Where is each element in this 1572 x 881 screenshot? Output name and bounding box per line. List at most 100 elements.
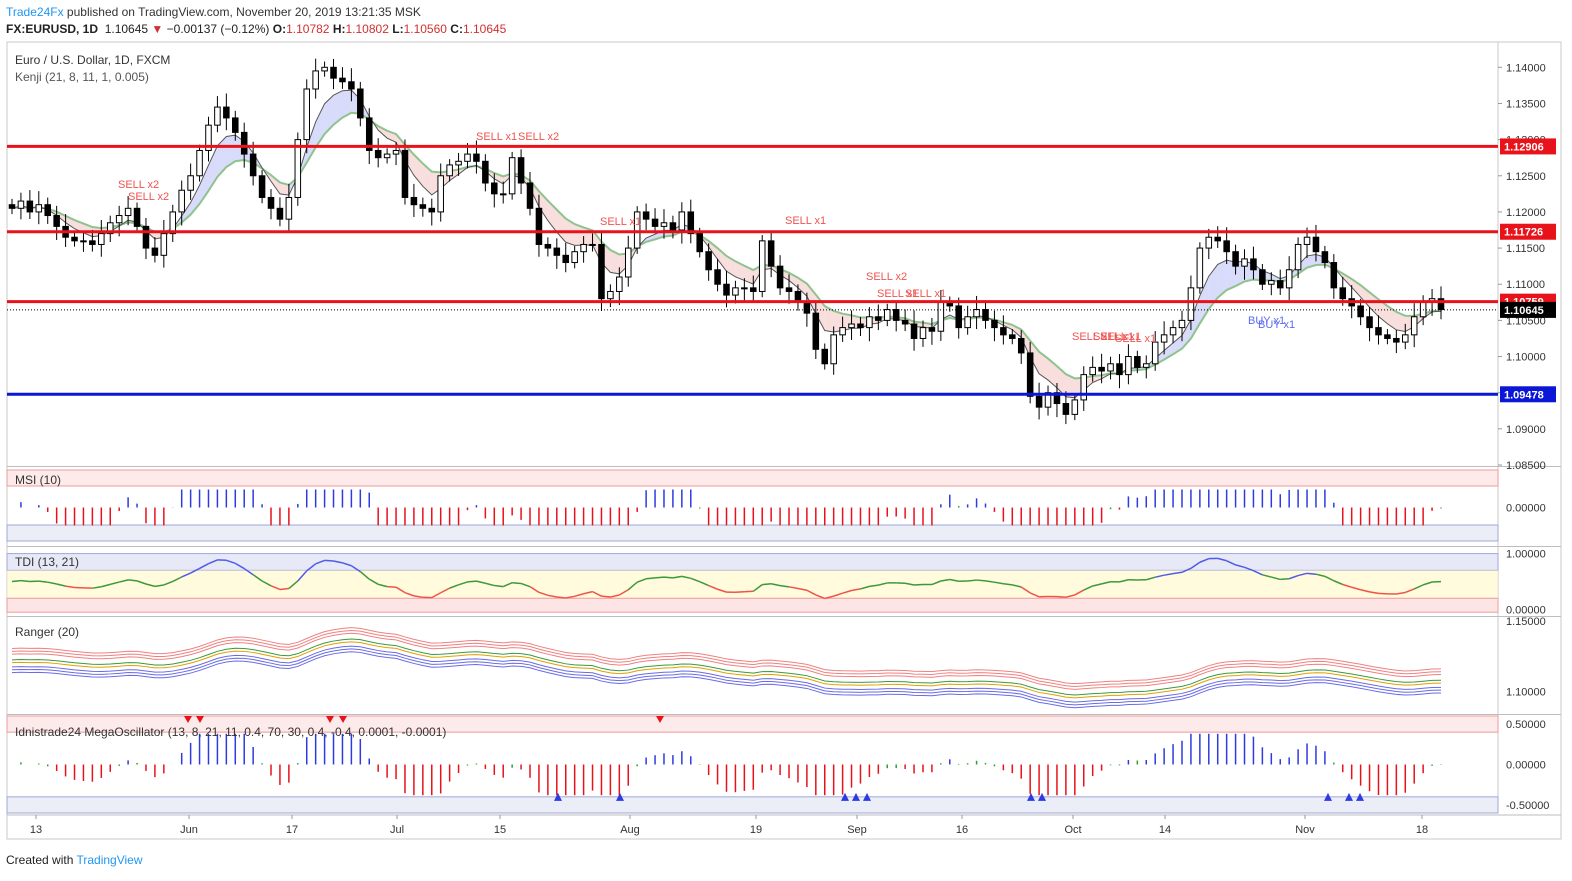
symbol-label: FX:EURUSD, 1D [6, 22, 99, 36]
candle [750, 275, 757, 302]
sell-signal-label: SELL x2 [118, 179, 159, 191]
candle-body [1402, 334, 1409, 343]
kenji-fill [833, 310, 843, 332]
x-tick-label: Nov [1295, 824, 1315, 836]
kenji-fill [574, 224, 584, 246]
tdi-line [1271, 576, 1281, 581]
candle-body [964, 316, 971, 329]
candle [106, 215, 114, 243]
kenji-fill [744, 265, 754, 285]
candle-body [115, 215, 123, 224]
tdi-line [1065, 594, 1076, 598]
candle-body [98, 233, 105, 245]
candle-body [669, 222, 677, 231]
candle-body [53, 215, 60, 227]
buy-triangle-icon [1038, 792, 1046, 801]
author-link[interactable]: Trade24Fx [6, 5, 64, 19]
candle-body [26, 200, 34, 213]
kenji-fill [1387, 305, 1397, 330]
tdi-line [163, 580, 174, 586]
pane-title: TDI (13, 21) [15, 555, 79, 569]
candle-body [1223, 240, 1230, 253]
candle-body [1026, 352, 1034, 397]
candle-body [1035, 395, 1043, 408]
candle [1035, 382, 1043, 420]
candle-body [348, 81, 355, 90]
candle-body [321, 66, 328, 72]
tdi-line [646, 577, 656, 580]
tdi-line [994, 581, 1004, 585]
x-tick-label: 17 [286, 824, 298, 836]
kenji-fill [1208, 264, 1218, 310]
candle [437, 163, 444, 222]
tdi-line [1324, 575, 1335, 582]
candle-body [169, 211, 177, 235]
high-label: H: [332, 22, 346, 36]
kenji-fill [824, 306, 834, 332]
candle-body [205, 124, 212, 151]
candle [142, 217, 150, 260]
candle-body [455, 160, 462, 166]
tdi-line [636, 578, 647, 583]
candle-body [35, 204, 43, 213]
kenji-fill [1021, 329, 1031, 358]
tdi-line [538, 591, 549, 597]
candle-body [401, 149, 409, 198]
candle [196, 144, 203, 182]
sell-signal-label: SELL x1 [877, 288, 918, 300]
candle-body [383, 153, 391, 159]
candle-body [1044, 392, 1052, 408]
candle [491, 173, 498, 208]
tdi-line [252, 574, 263, 582]
y-tick-label: 1.10500 [1506, 315, 1546, 327]
tdi-line [967, 579, 977, 582]
ranger-band [11, 627, 1442, 685]
candle-body [1089, 366, 1096, 376]
candle-body [303, 88, 310, 141]
candle [1143, 355, 1150, 379]
candle [589, 233, 596, 252]
candle-body [1393, 337, 1400, 343]
level-price-tag [1500, 138, 1556, 155]
buy-triangle-icon [1356, 792, 1364, 801]
close-label: C: [450, 22, 463, 36]
buy-triangle-icon [1324, 792, 1332, 801]
candle-body [973, 309, 980, 318]
sell-signal-label: SELL x2 [128, 191, 169, 203]
x-tick-label: 19 [750, 824, 762, 836]
candle-body [598, 243, 605, 300]
candle-body [1178, 319, 1186, 329]
tdi-line [681, 575, 691, 580]
candle [160, 220, 168, 268]
candle-body [473, 153, 480, 162]
candle [1196, 242, 1204, 294]
candle-body [196, 149, 203, 177]
tradingview-logo[interactable]: TradingView [76, 853, 143, 867]
ranger-band [11, 648, 1442, 706]
mo-lower-zone [6, 796, 1499, 814]
tdi-line [878, 582, 888, 586]
ranger-band [11, 638, 1442, 696]
candle-body [1241, 258, 1248, 267]
candle [982, 302, 989, 329]
kenji-fill [735, 261, 745, 281]
candle-body [1062, 403, 1070, 415]
candle [1232, 244, 1239, 275]
candle-body [8, 204, 16, 209]
sell-triangle-icon [196, 716, 204, 723]
publish-info: published on TradingView.com, November 2… [63, 5, 421, 19]
candle [1357, 298, 1364, 326]
pane-title: Idnistrade24 MegaOscillator (13, 8, 21, … [15, 725, 446, 739]
tdi-line [1092, 583, 1102, 587]
candle [410, 183, 418, 217]
tdi-line [431, 592, 442, 599]
tdi-line [145, 583, 156, 588]
candle-body [803, 301, 811, 314]
tdi-line [288, 580, 299, 590]
candle [616, 267, 623, 306]
tdi-line [1181, 567, 1192, 573]
kenji-fill [717, 248, 727, 272]
tdi-line [1003, 582, 1013, 586]
candle [1250, 246, 1257, 280]
